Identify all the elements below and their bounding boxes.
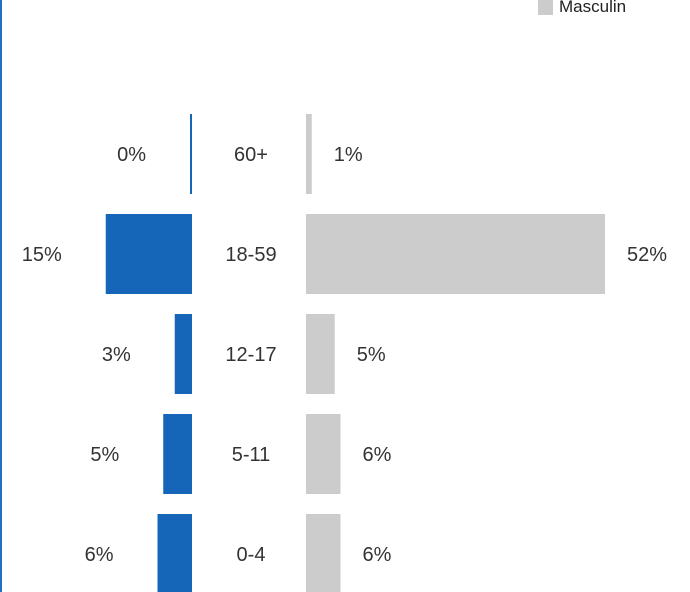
bar-right-0-4 [306, 514, 341, 592]
data-label-left-5-11: 5% [90, 444, 119, 466]
category-label-12-17: 12-17 [225, 344, 276, 366]
bar-right-12-17 [306, 314, 335, 394]
data-label-left-18-59: 15% [22, 244, 62, 266]
category-label-5-11: 5-11 [232, 444, 271, 466]
data-label-right-12-17: 5% [357, 344, 386, 366]
bar-right-18-59 [306, 214, 605, 294]
bar-left-18-59 [105, 214, 192, 294]
data-label-left-60-: 0% [117, 144, 146, 166]
bar-right-60- [306, 114, 312, 194]
bar-left-5-11 [163, 414, 192, 494]
category-label-60-: 60+ [234, 144, 268, 166]
data-label-right-18-59: 52% [627, 244, 667, 266]
data-label-left-0-4: 6% [85, 544, 114, 566]
bar-left-12-17 [174, 314, 192, 394]
chart-legend: Masculin [538, 0, 626, 18]
data-label-right-0-4: 6% [363, 544, 392, 566]
bar-left-60- [190, 114, 192, 194]
legend-label-masculin: Masculin [559, 0, 627, 16]
data-label-right-60-: 1% [334, 144, 363, 166]
bar-right-5-11 [306, 414, 341, 494]
legend-swatch-masculin [538, 0, 553, 15]
bar-left-0-4 [157, 514, 192, 592]
data-label-right-5-11: 6% [363, 444, 392, 466]
category-label-0-4: 0-4 [237, 544, 266, 566]
category-label-18-59: 18-59 [225, 244, 276, 266]
chart-frame-line [0, 0, 2, 592]
data-label-left-12-17: 3% [102, 344, 131, 366]
